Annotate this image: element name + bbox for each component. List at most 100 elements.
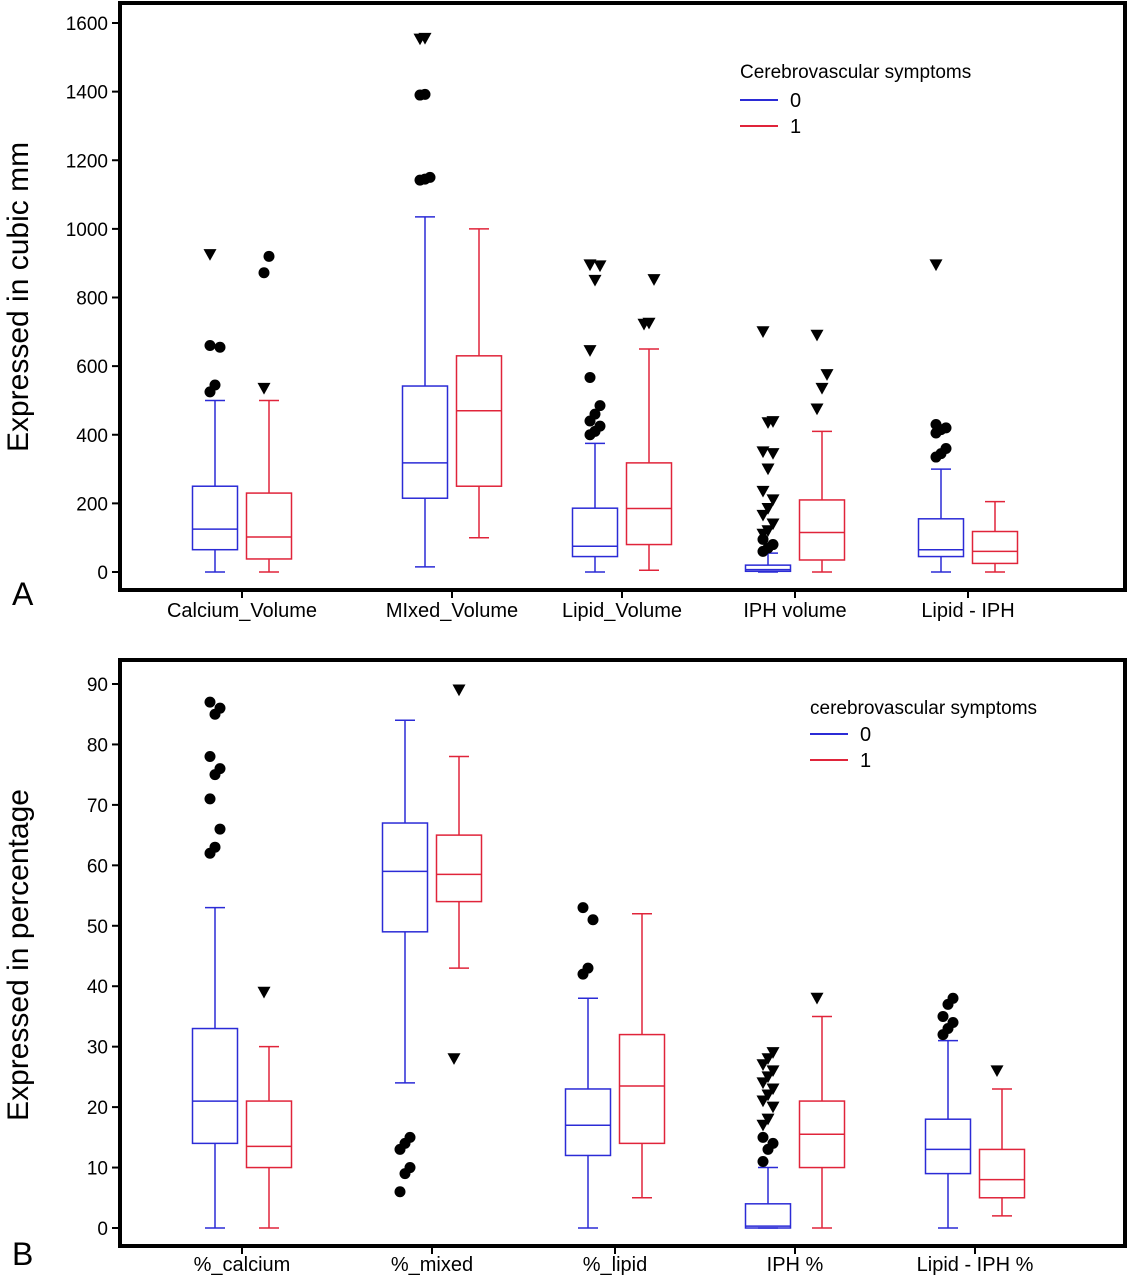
outlier-point — [419, 88, 431, 100]
far-outlier-point — [810, 992, 824, 1005]
far-outlier-point — [583, 259, 597, 272]
y-tick-label: 90 — [87, 675, 108, 696]
far-outlier-point — [647, 274, 661, 286]
far-outlier-point — [418, 32, 432, 45]
plot-frame — [118, 1, 1127, 592]
box-iqr — [245, 492, 293, 560]
box-plot — [245, 986, 293, 1229]
far-outlier-point — [756, 485, 770, 498]
far-outlier-point — [766, 448, 780, 460]
x-category-label: Lipid_Volume — [562, 600, 682, 622]
outlier-point — [214, 341, 226, 353]
far-outlier-point — [766, 1047, 780, 1059]
outlier-point — [940, 442, 952, 454]
outlier-point — [947, 1016, 959, 1028]
far-outlier-point — [815, 382, 829, 395]
x-category-label: MIxed_Volume — [386, 600, 518, 622]
box-plot — [435, 684, 483, 1065]
box-iqr — [435, 834, 483, 903]
outlier-point — [214, 763, 226, 775]
x-category-label: %_calcium — [194, 1254, 291, 1276]
legend-entry-label: 0 — [790, 90, 801, 112]
y-tick-label: 0 — [97, 1219, 108, 1240]
outlier-point — [209, 379, 221, 391]
far-outlier-point — [820, 369, 834, 381]
outlier-point — [404, 1131, 416, 1143]
box-iqr — [245, 1100, 293, 1169]
legend: Cerebrovascular symptoms 0 1 — [740, 62, 971, 138]
y-tick-label: 80 — [87, 735, 108, 756]
x-category-label: %_lipid — [583, 1254, 647, 1276]
y-axis-label: Expressed in cubic mm — [2, 142, 35, 452]
box-plot — [191, 249, 239, 573]
legend: cerebrovascular symptoms 0 1 — [810, 698, 1037, 772]
box-iqr — [191, 485, 239, 551]
box-plot — [571, 259, 619, 573]
box-plot — [798, 992, 846, 1229]
y-tick-label: 800 — [76, 289, 108, 310]
outlier-point — [204, 340, 216, 352]
box-iqr — [744, 564, 792, 573]
far-outlier-point — [761, 463, 775, 476]
y-tick-label: 1000 — [66, 220, 108, 241]
box-plot — [924, 992, 972, 1229]
far-outlier-point — [929, 259, 943, 272]
outlier-point — [577, 902, 589, 914]
far-outlier-point — [756, 1095, 770, 1108]
x-category-label: IPH % — [767, 1254, 824, 1276]
outlier-point — [584, 371, 596, 383]
outlier-point — [204, 751, 216, 763]
y-tick-label: 70 — [87, 796, 108, 817]
box-iqr — [917, 518, 965, 558]
outlier-point — [209, 841, 221, 853]
outlier-point — [204, 696, 216, 708]
far-outlier-point — [766, 518, 780, 531]
outlier-point — [214, 702, 226, 714]
y-tick-label: 0 — [97, 563, 108, 584]
outlier-point — [947, 992, 959, 1004]
far-outlier-point — [766, 494, 780, 507]
legend-title: cerebrovascular symptoms — [810, 698, 1037, 719]
outlier-point — [594, 420, 606, 432]
x-category-label: Calcium_Volume — [167, 600, 317, 622]
far-outlier-point — [810, 329, 824, 342]
outlier-point — [767, 539, 779, 551]
y-tick-label: 600 — [76, 357, 108, 378]
box-iqr — [191, 1027, 239, 1145]
far-outlier-point — [583, 345, 597, 357]
legend-entry-label: 0 — [860, 724, 871, 746]
y-tick-label: 400 — [76, 426, 108, 447]
box-iqr — [798, 499, 846, 561]
box-plot — [744, 326, 792, 573]
box-plot — [245, 250, 293, 573]
y-tick-label: 40 — [87, 977, 108, 998]
box-plot — [618, 912, 666, 1199]
x-category-label: %_mixed — [391, 1254, 473, 1276]
box-plot — [978, 1065, 1026, 1217]
box-iqr — [978, 1148, 1026, 1199]
far-outlier-point — [766, 416, 780, 428]
far-outlier-point — [756, 326, 770, 338]
outlier-point — [258, 267, 270, 279]
y-axis-label: Expressed in percentage — [2, 789, 35, 1121]
box-iqr — [618, 1033, 666, 1145]
y-tick-label: 50 — [87, 917, 108, 938]
outlier-point — [589, 408, 601, 420]
box-plot — [191, 696, 239, 1229]
far-outlier-point — [761, 1113, 775, 1126]
outlier-point — [930, 418, 942, 430]
box-plot — [564, 902, 612, 1229]
outlier-point — [394, 1186, 406, 1198]
y-tick-label: 10 — [87, 1159, 108, 1180]
far-outlier-point — [257, 986, 271, 999]
outlier-point — [582, 962, 594, 974]
plot-frame — [118, 658, 1127, 1248]
box-iqr — [455, 355, 503, 487]
y-tick-label: 1600 — [66, 14, 108, 35]
far-outlier-point — [761, 525, 775, 537]
box-plot — [625, 274, 673, 572]
outlier-point — [767, 1137, 779, 1149]
outlier-point — [204, 793, 216, 805]
y-tick-label: 20 — [87, 1098, 108, 1119]
